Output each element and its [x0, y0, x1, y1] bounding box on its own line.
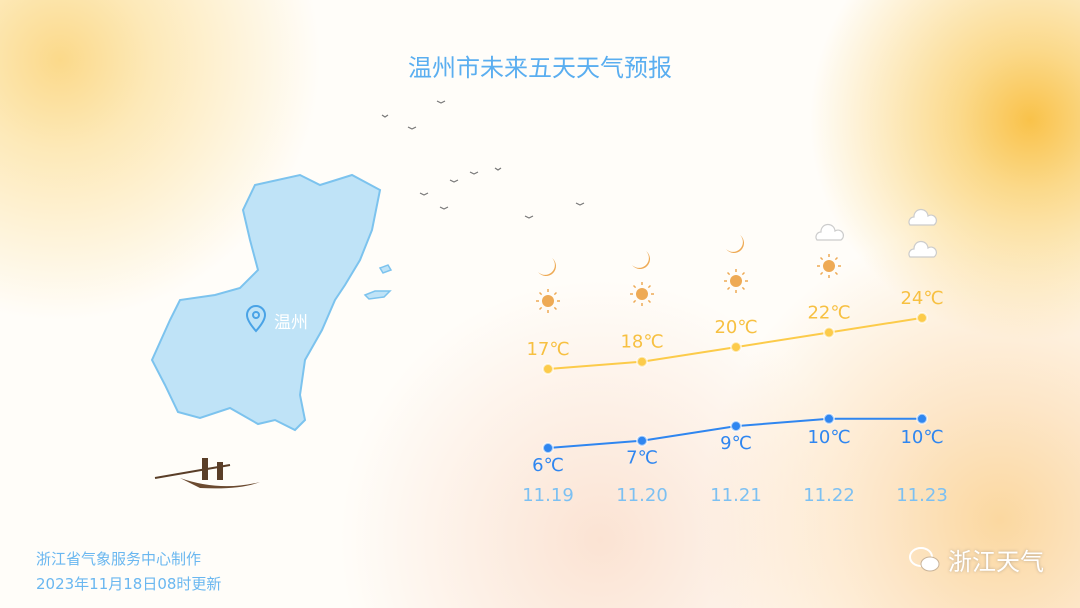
x-tick-label: 11.19 — [522, 485, 574, 506]
brand-logo: 浙江天气 — [908, 542, 1044, 577]
data-label: 17℃ — [526, 339, 569, 360]
data-point — [542, 363, 554, 375]
data-label: 22℃ — [807, 303, 850, 324]
brand-name: 浙江天气 — [948, 548, 1044, 576]
data-label: 24℃ — [900, 288, 943, 309]
cloud-icon — [815, 223, 844, 241]
wenzhou-map: 温州 — [150, 173, 393, 432]
data-label: 10℃ — [900, 427, 943, 448]
sun-icon — [817, 254, 841, 278]
bird-flock — [381, 100, 585, 219]
data-point — [636, 434, 648, 447]
wechat-icon — [909, 546, 940, 571]
x-tick-label: 11.21 — [710, 485, 762, 506]
x-tick-label: 11.20 — [616, 485, 668, 506]
temperature-chart: 17℃ 18℃ 20℃ 22℃ 24℃ 6℃ 7℃ 9℃ 10℃ 10℃ 11.19 11.20 11.… — [522, 208, 948, 506]
data-label: 10℃ — [807, 427, 850, 448]
x-tick-label: 11.23 — [896, 485, 948, 506]
cloud-icon — [908, 240, 937, 258]
data-label: 6℃ — [532, 455, 564, 476]
data-point — [916, 311, 928, 324]
data-point — [730, 420, 742, 433]
data-point — [823, 326, 835, 339]
data-point — [730, 341, 742, 354]
x-tick-label: 11.22 — [803, 485, 855, 506]
boat-illustration — [154, 458, 260, 489]
footer-producer: 浙江省气象服务中心制作 — [36, 550, 202, 568]
data-label: 20℃ — [714, 317, 757, 338]
data-point — [542, 442, 554, 454]
city-label: 温州 — [274, 313, 308, 333]
data-label: 18℃ — [620, 332, 663, 353]
data-point — [823, 412, 835, 425]
page-title: 温州市未来五天天气预报 — [408, 54, 672, 82]
cloud-icon — [908, 208, 937, 226]
moon-icon — [726, 235, 744, 253]
sun-icon — [724, 269, 748, 293]
data-point — [916, 412, 928, 425]
data-point — [636, 355, 648, 368]
data-label: 7℃ — [626, 448, 658, 469]
data-label: 9℃ — [720, 433, 752, 454]
moon-icon — [632, 251, 650, 269]
location-pin-icon — [245, 305, 267, 333]
moon-icon — [538, 258, 556, 276]
sun-icon — [536, 289, 560, 313]
footer-update-time: 2023年11月18日08时更新 — [36, 575, 222, 593]
sun-icon — [630, 282, 654, 306]
